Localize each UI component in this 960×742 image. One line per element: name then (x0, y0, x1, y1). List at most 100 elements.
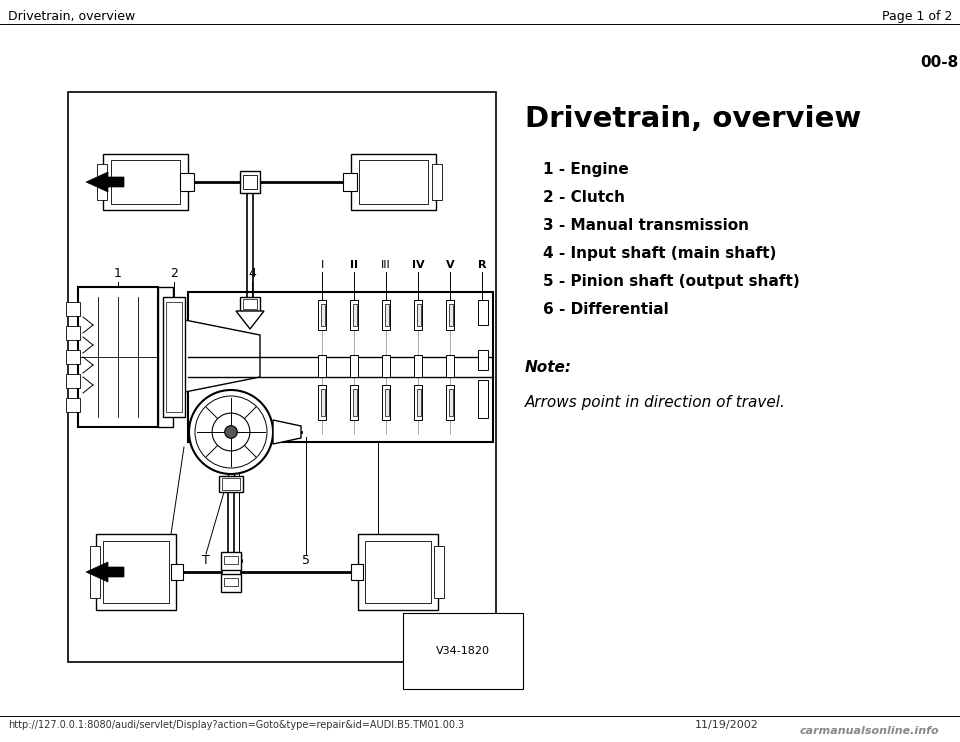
Text: R: R (478, 260, 487, 270)
Bar (434, 546, 444, 598)
Circle shape (189, 390, 273, 474)
Bar (96, 534, 176, 610)
Polygon shape (185, 320, 260, 392)
Text: Arrows point in direction of travel.: Arrows point in direction of travel. (525, 395, 786, 410)
Polygon shape (86, 172, 124, 192)
Bar (111, 160, 180, 204)
Text: 6 - Differential: 6 - Differential (543, 302, 669, 317)
Bar (166, 302, 182, 412)
Text: Page 1 of 2: Page 1 of 2 (881, 10, 952, 23)
Bar (66, 326, 80, 340)
Bar (385, 389, 389, 416)
Bar (446, 355, 454, 377)
Bar (353, 304, 357, 326)
Text: Note:: Note: (525, 360, 572, 375)
Bar (414, 385, 422, 420)
Text: IV: IV (412, 260, 424, 270)
Bar (446, 385, 454, 420)
Bar (478, 350, 488, 370)
Circle shape (195, 396, 267, 468)
Bar (78, 287, 158, 427)
Circle shape (225, 426, 237, 439)
Polygon shape (273, 420, 301, 444)
Bar (478, 380, 488, 418)
Text: T: T (203, 554, 210, 567)
Bar (224, 578, 238, 586)
Bar (446, 300, 454, 330)
Bar (382, 300, 390, 330)
Circle shape (212, 413, 250, 451)
Bar (240, 171, 260, 193)
Bar (103, 154, 188, 210)
Text: 00-8: 00-8 (920, 55, 958, 70)
Bar (382, 385, 390, 420)
Bar (351, 154, 436, 210)
Bar (219, 476, 243, 492)
Polygon shape (158, 287, 183, 427)
Bar (449, 304, 453, 326)
Bar (221, 574, 241, 592)
Text: Drivetrain, overview: Drivetrain, overview (525, 105, 861, 133)
Text: 1: 1 (114, 267, 122, 280)
Bar (318, 300, 326, 330)
Bar (478, 300, 488, 325)
Bar (243, 299, 257, 309)
Text: 4 - Input shaft (main shaft): 4 - Input shaft (main shaft) (543, 246, 777, 261)
Bar (350, 385, 358, 420)
Bar (350, 355, 358, 377)
Bar (365, 541, 431, 603)
Text: 4: 4 (248, 267, 256, 280)
Bar (68, 92, 496, 662)
Bar (449, 389, 453, 416)
Bar (243, 175, 257, 189)
Text: 6: 6 (235, 554, 243, 567)
Bar (350, 300, 358, 330)
Bar (188, 292, 493, 442)
Bar (414, 300, 422, 330)
Polygon shape (86, 562, 124, 582)
Text: carmanualsonline.info: carmanualsonline.info (800, 726, 940, 736)
Bar (382, 355, 390, 377)
Bar (103, 541, 169, 603)
Bar (222, 478, 240, 490)
Text: 1 - Engine: 1 - Engine (543, 162, 629, 177)
Bar (66, 374, 80, 388)
Text: 2: 2 (170, 267, 178, 280)
Text: I: I (321, 260, 324, 270)
Text: http://127.0.0.1:8080/audi/servlet/Display?action=Goto&type=repair&id=AUDI.B5.TM: http://127.0.0.1:8080/audi/servlet/Displ… (8, 720, 464, 730)
Bar (221, 552, 241, 570)
Text: V34-1820: V34-1820 (436, 646, 490, 656)
Bar (171, 564, 183, 580)
Text: 5: 5 (302, 554, 310, 567)
Bar (359, 160, 428, 204)
Text: 2 - Clutch: 2 - Clutch (543, 190, 625, 205)
Bar (385, 304, 389, 326)
Text: 3: 3 (374, 554, 382, 567)
Text: II: II (350, 260, 358, 270)
Bar (318, 355, 326, 377)
Bar (180, 173, 194, 191)
Bar (432, 164, 442, 200)
Text: III: III (381, 260, 391, 270)
Bar (224, 556, 238, 564)
Bar (321, 389, 325, 416)
Bar (163, 297, 185, 417)
Bar (66, 398, 80, 412)
Bar (90, 546, 100, 598)
Bar (351, 564, 363, 580)
Text: 11/19/2002: 11/19/2002 (695, 720, 758, 730)
Bar (97, 164, 107, 200)
Text: 3 - Manual transmission: 3 - Manual transmission (543, 218, 749, 233)
Bar (353, 389, 357, 416)
Bar (66, 302, 80, 316)
Bar (318, 385, 326, 420)
Text: V: V (445, 260, 454, 270)
Bar (240, 297, 260, 311)
Polygon shape (236, 311, 264, 329)
Text: 5 - Pinion shaft (output shaft): 5 - Pinion shaft (output shaft) (543, 274, 800, 289)
Bar (414, 355, 422, 377)
Bar (417, 389, 421, 416)
Bar (417, 304, 421, 326)
Text: A: A (164, 554, 172, 567)
Bar (321, 304, 325, 326)
